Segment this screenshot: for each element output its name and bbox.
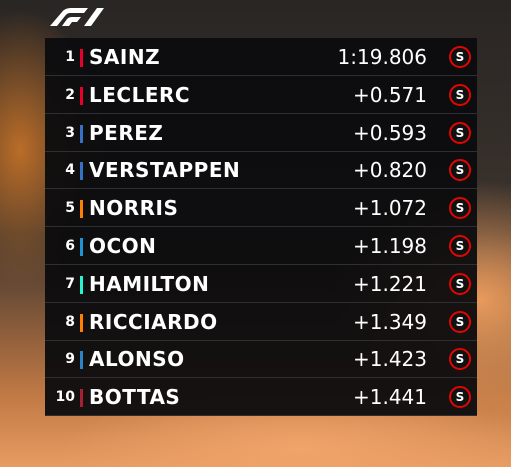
driver-name: NORRIS — [89, 196, 179, 221]
team-color — [80, 200, 83, 219]
driver-name: HAMILTON — [89, 271, 210, 296]
lap-time: +1.423 — [352, 347, 427, 372]
driver-row: 9 ALONSO +1.423 S — [45, 340, 477, 379]
team-color — [80, 351, 83, 370]
driver-name: LECLERC — [89, 82, 191, 107]
driver-name: RICCIARDO — [89, 309, 218, 334]
lap-time: +1.072 — [352, 196, 427, 221]
team-color — [80, 313, 83, 332]
position: 5 — [65, 200, 75, 217]
driver-name: PEREZ — [89, 120, 164, 145]
team-color — [80, 238, 83, 256]
lap-time: +0.571 — [352, 82, 427, 107]
driver-name: VERSTAPPEN — [89, 158, 241, 183]
driver-name: OCON — [89, 234, 157, 258]
lap-time: +0.593 — [352, 120, 427, 145]
team-color — [80, 275, 83, 294]
driver-row: 8 RICCIARDO +1.349 S — [45, 303, 477, 341]
team-color — [80, 86, 83, 105]
tyre-compound: S — [449, 235, 471, 257]
tyre-compound: S — [449, 83, 471, 106]
f1-logo — [50, 8, 104, 26]
position: 8 — [65, 313, 75, 330]
team-color — [80, 162, 83, 181]
lap-time: +1.198 — [352, 234, 427, 258]
position: 3 — [65, 124, 75, 141]
lap-time: +1.349 — [352, 309, 427, 334]
driver-name: ALONSO — [89, 347, 185, 372]
team-color — [80, 49, 83, 67]
lap-time: +0.820 — [352, 158, 427, 183]
driver-name: BOTTAS — [89, 385, 181, 410]
driver-row: 7 HAMILTON +1.221 S — [45, 265, 477, 303]
tyre-compound: S — [449, 46, 471, 68]
team-color — [80, 389, 83, 408]
position: 7 — [65, 275, 75, 292]
team-color — [80, 124, 83, 143]
driver-name: SAINZ — [89, 45, 161, 69]
driver-row: 3 PEREZ +0.593 S — [45, 114, 477, 152]
driver-row: 6 OCON +1.198 S — [45, 227, 477, 265]
position: 6 — [65, 238, 75, 254]
position: 9 — [65, 351, 75, 368]
position: 1 — [65, 49, 75, 65]
tyre-compound: S — [449, 386, 471, 409]
driver-row: 10 BOTTAS +1.441 S — [45, 378, 477, 417]
driver-row: 1 SAINZ 1:19.806 S — [45, 38, 477, 76]
lap-time: +1.441 — [352, 385, 427, 410]
tyre-compound: S — [449, 310, 471, 333]
driver-row: 4 VERSTAPPEN +0.820 S — [45, 151, 477, 190]
tyre-compound: S — [449, 121, 471, 144]
position: 4 — [65, 162, 75, 179]
tyre-compound: S — [449, 159, 471, 182]
tyre-compound: S — [449, 197, 471, 220]
leaderboard: 1 SAINZ 1:19.806 S 2 LECLERC +0.571 S 3 PEREZ +0.5… — [45, 38, 477, 417]
driver-row: 5 NORRIS +1.072 S — [45, 189, 477, 228]
tyre-compound: S — [449, 272, 471, 295]
position: 10 — [55, 389, 75, 406]
lap-time: 1:19.806 — [337, 45, 427, 69]
position: 2 — [65, 86, 75, 103]
tyre-compound: S — [449, 348, 471, 371]
driver-row: 2 LECLERC +0.571 S — [45, 76, 477, 114]
lap-time: +1.221 — [352, 271, 427, 296]
